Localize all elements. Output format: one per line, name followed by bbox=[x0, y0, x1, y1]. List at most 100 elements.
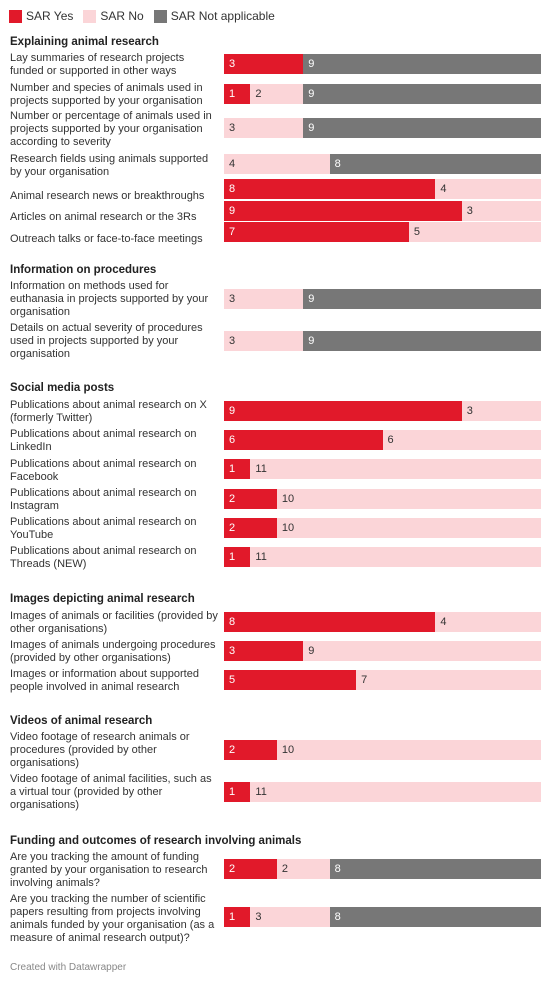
bar-segment-yes: 1 bbox=[224, 459, 251, 479]
bar-segment-na: 9 bbox=[303, 118, 541, 138]
bar-value-label: 3 bbox=[466, 405, 473, 417]
bar-value-label: 6 bbox=[387, 434, 394, 446]
bar-segment-yes: 6 bbox=[224, 430, 383, 450]
section-title: Videos of animal research bbox=[10, 715, 153, 727]
bar-segment-na: 8 bbox=[329, 859, 541, 879]
section-title: Social media posts bbox=[10, 382, 115, 394]
bar-value-label: 2 bbox=[281, 863, 288, 875]
bar-row: 1 2 9 bbox=[224, 84, 541, 104]
bar-value-label: 2 bbox=[229, 744, 236, 756]
bar-segment-yes: 8 bbox=[224, 179, 436, 199]
row-label: Number and species of animals used in pr… bbox=[10, 82, 203, 107]
row-label: Publications about animal research on Yo… bbox=[10, 516, 197, 541]
row-label: Lay summaries of research projects funde… bbox=[10, 52, 185, 77]
bar-segment-na: 9 bbox=[303, 54, 541, 74]
bar-segment-no: 11 bbox=[250, 547, 541, 567]
bar-segment-no: 3 bbox=[224, 331, 304, 351]
bar-row: 1 11 bbox=[224, 459, 541, 479]
bar-segment-yes: 9 bbox=[224, 401, 462, 421]
bar-segment-yes: 5 bbox=[224, 670, 357, 690]
row-label: Animal research news or breakthroughs bbox=[10, 190, 205, 202]
row-label: Number or percentage of animals used in … bbox=[10, 110, 212, 148]
row-label: Information on methods used for euthanas… bbox=[10, 280, 209, 318]
bar-value-label: 3 bbox=[229, 335, 236, 347]
row-label: Publications about animal research on Th… bbox=[10, 545, 197, 570]
bar-segment-na: 9 bbox=[303, 331, 541, 351]
bar-segment-no: 9 bbox=[303, 641, 541, 661]
bar-segment-yes: 2 bbox=[224, 489, 277, 509]
bar-segment-no: 3 bbox=[224, 289, 304, 309]
bar-segment-na: 9 bbox=[303, 289, 541, 309]
bar-value-label: 7 bbox=[361, 674, 368, 686]
legend: SAR Yes SAR No SAR Not applicable bbox=[9, 9, 275, 23]
bar-value-label: 2 bbox=[229, 493, 236, 505]
bar-row: 2 10 bbox=[224, 518, 541, 538]
bar-segment-no: 10 bbox=[276, 489, 541, 509]
bar-segment-na: 9 bbox=[303, 84, 541, 104]
bar-value-label: 11 bbox=[255, 786, 267, 798]
bar-value-label: 1 bbox=[229, 911, 236, 923]
bar-segment-no: 3 bbox=[461, 201, 541, 221]
bar-segment-no: 11 bbox=[250, 782, 541, 802]
bar-row: 2 10 bbox=[224, 740, 541, 760]
bar-value-label: 3 bbox=[466, 205, 473, 217]
bar-segment-yes: 2 bbox=[224, 518, 277, 538]
bar-value-label: 8 bbox=[334, 158, 341, 170]
bar-segment-no: 11 bbox=[250, 459, 541, 479]
legend-label: SAR Not applicable bbox=[170, 9, 275, 23]
bar-value-label: 6 bbox=[229, 434, 236, 446]
bar-value-label: 11 bbox=[255, 551, 267, 563]
bar-segment-yes: 1 bbox=[224, 782, 251, 802]
bar-segment-no: 10 bbox=[276, 518, 541, 538]
bar-value-label: 2 bbox=[255, 88, 262, 100]
row-label: Publications about animal research on In… bbox=[10, 487, 197, 512]
bar-segment-no: 6 bbox=[382, 430, 541, 450]
row-label: Are you tracking the amount of funding g… bbox=[10, 851, 208, 889]
row-label: Images of animals undergoing procedures … bbox=[10, 639, 216, 664]
bar-segment-yes: 1 bbox=[224, 84, 251, 104]
bar-value-label: 9 bbox=[308, 645, 315, 657]
section-title: Images depicting animal research bbox=[10, 593, 195, 605]
bar-value-label: 5 bbox=[413, 226, 421, 238]
bar-row: 1 11 bbox=[224, 547, 541, 567]
bar-value-label: 9 bbox=[308, 58, 315, 70]
bar-segment-yes: 3 bbox=[224, 54, 304, 74]
bar-value-label: 1 bbox=[229, 786, 236, 798]
legend-item: SAR Not applicable bbox=[153, 9, 275, 23]
row-label: Video footage of animal facilities, such… bbox=[10, 773, 212, 811]
bar-value-label: 8 bbox=[229, 616, 236, 628]
bar-segment-no: 4 bbox=[224, 154, 330, 174]
bar-segment-no: 4 bbox=[435, 612, 541, 632]
bar-value-label: 9 bbox=[308, 122, 315, 134]
bar-value-label: 3 bbox=[255, 911, 262, 923]
legend-item: SAR Yes bbox=[9, 9, 73, 23]
legend-label: SAR Yes bbox=[26, 9, 74, 23]
bar-segment-no: 2 bbox=[276, 859, 330, 879]
bar-value-label: 1 bbox=[229, 88, 236, 100]
bar-value-label: 3 bbox=[229, 645, 236, 657]
bar-value-label: 8 bbox=[334, 863, 341, 875]
section-title: Funding and outcomes of research involvi… bbox=[10, 835, 302, 847]
bar-value-label: 7 bbox=[229, 226, 236, 238]
bar-value-label: 4 bbox=[229, 158, 236, 170]
row-label: Images of animals or facilities (provide… bbox=[10, 610, 218, 635]
bar-value-label: 1 bbox=[229, 463, 236, 475]
bar-value-label: 4 bbox=[440, 183, 447, 195]
bar-value-label: 2 bbox=[229, 522, 236, 534]
bar-value-label: 9 bbox=[229, 205, 236, 217]
bar-segment-no: 7 bbox=[356, 670, 541, 690]
bar-row: 1 3 8 bbox=[224, 907, 541, 927]
legend-swatch bbox=[9, 9, 22, 23]
row-label: Publications about animal research on Fa… bbox=[10, 458, 197, 483]
bar-segment-no: 3 bbox=[461, 401, 541, 421]
